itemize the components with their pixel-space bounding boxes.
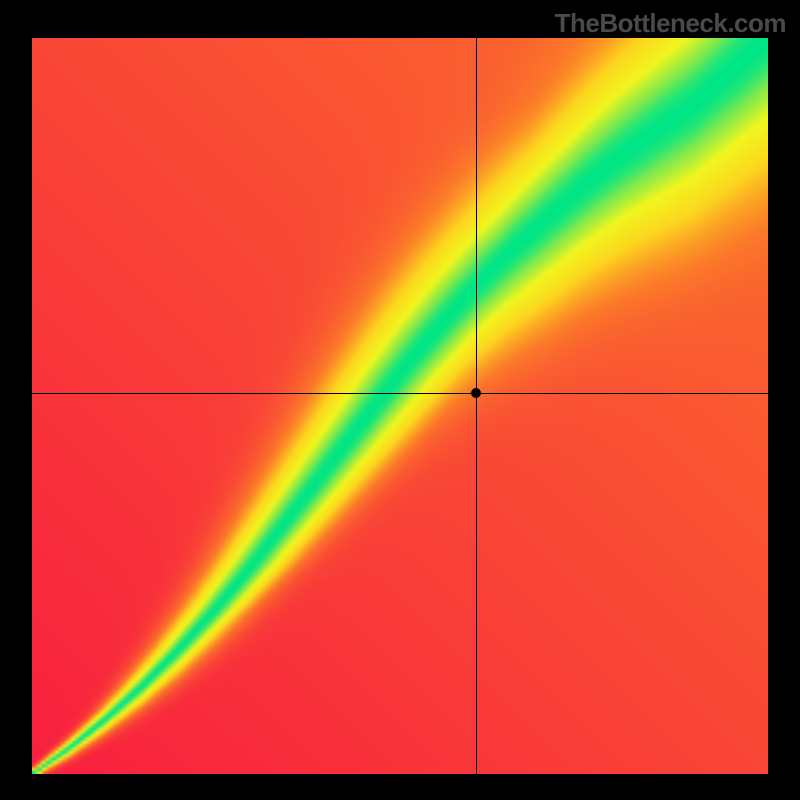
crosshair-horizontal-line xyxy=(32,393,768,394)
bottleneck-heatmap-figure: TheBottleneck.com xyxy=(0,0,800,800)
watermark-text: TheBottleneck.com xyxy=(555,8,786,39)
heatmap-canvas xyxy=(32,38,768,774)
heatmap-plot-area xyxy=(32,38,768,774)
crosshair-marker-dot xyxy=(471,388,481,398)
crosshair-vertical-line xyxy=(476,38,477,774)
